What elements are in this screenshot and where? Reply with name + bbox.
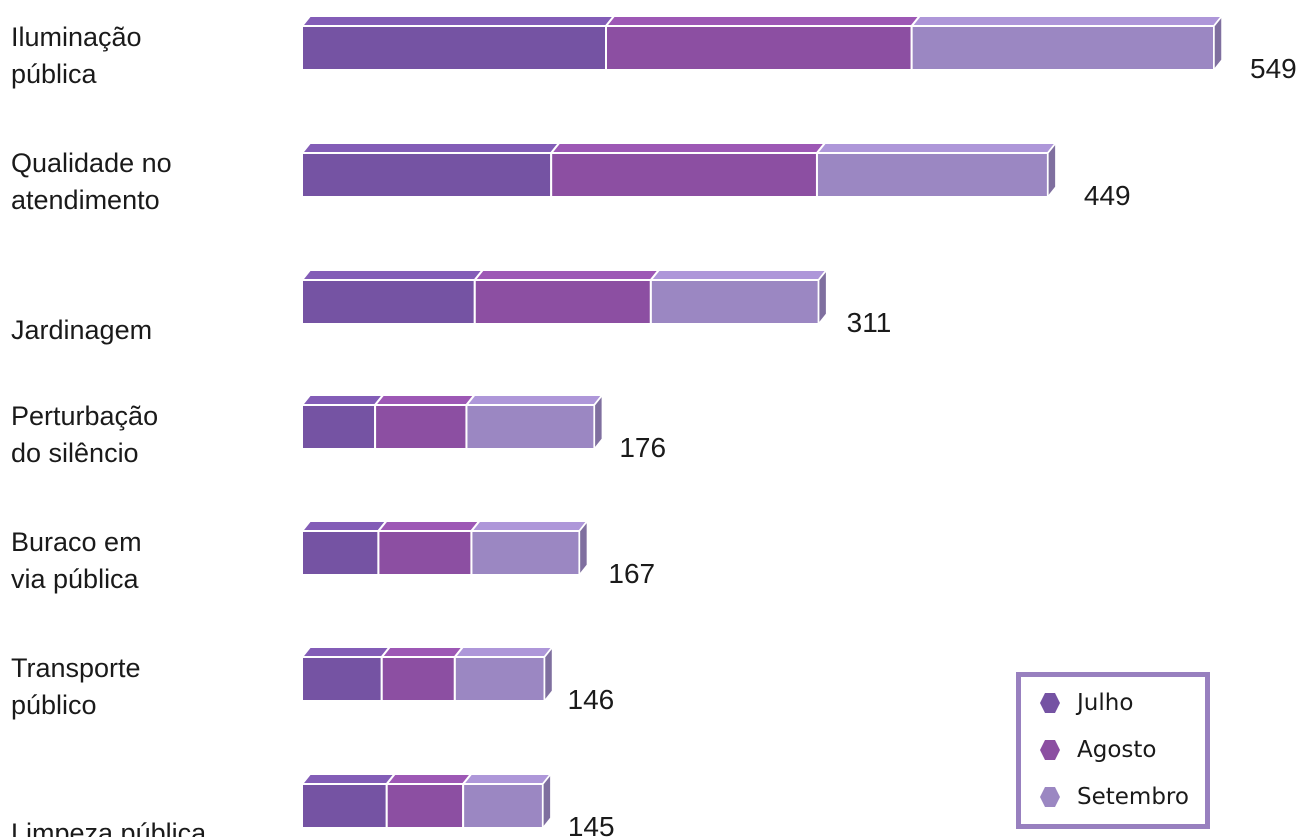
bar-end-3 [593,392,604,452]
bar-segment-3-1 [374,404,468,450]
bar-segment-6-2 [462,783,544,829]
bar-top-4-0 [299,520,389,532]
category-label-6-0: Limpeza pública [11,818,207,837]
bar-segment-0-2 [910,25,1215,71]
total-label-4: 167 [608,558,655,589]
bar-top-0-1 [603,15,922,27]
total-label-1: 449 [1084,180,1131,211]
total-label-5: 146 [568,684,615,715]
category-label-3-0: Perturbação [11,401,158,431]
total-label-0: 549 [1250,53,1297,84]
bar-segment-1-2 [815,152,1049,198]
bar-segment-1-1 [550,152,818,198]
bar-segment-1-0 [301,152,553,198]
bar-end-6 [542,771,552,831]
bar-segment-6-1 [385,783,465,829]
legend-item-setembro: Setembro [1039,779,1189,815]
bar-top-3-2 [464,394,605,406]
bar-segment-0-1 [605,25,913,71]
bar-top-1-2 [814,142,1058,154]
legend-swatch-agosto [1040,740,1060,760]
category-label-2-0: Jardinagem [11,315,152,345]
bar-top-6-2 [461,773,553,785]
bar-top-1-0 [299,142,562,154]
legend-label-julho: Julho [1077,690,1134,716]
legend-label-setembro: Setembro [1077,784,1189,810]
category-label-0-0: Iluminação [11,22,142,52]
bar-segment-5-2 [453,656,546,702]
bar-end-5 [543,644,554,704]
category-label-1-1: atendimento [11,185,160,215]
bar-top-2-0 [299,269,485,281]
category-label-0-1: pública [11,59,98,89]
legend-item-julho: Julho [1039,685,1133,721]
bar-top-3-0 [299,394,386,406]
bar-segment-2-2 [649,279,820,325]
bar-top-4-1 [376,520,482,532]
bar-segment-4-1 [377,530,473,576]
bar-top-1-1 [549,142,828,154]
total-label-3: 176 [619,432,666,463]
bar-top-5-0 [299,646,392,658]
bar-top-6-1 [384,773,474,785]
legend-label-agosto: Agosto [1077,737,1157,763]
legend: Julho Agosto Setembro [1016,672,1210,829]
bar-top-5-1 [379,646,465,658]
category-label-4-1: via pública [11,564,140,594]
bar-segment-4-0 [301,530,380,576]
bar-segment-2-0 [301,279,476,325]
bar-top-2-2 [648,269,829,281]
bar-end-1 [1047,140,1057,200]
bar-segment-2-1 [473,279,652,325]
bar-segment-5-1 [380,656,456,702]
bar-end-2 [817,267,828,327]
bar-top-5-2 [452,646,555,658]
category-label-4-0: Buraco em [11,527,142,557]
legend-swatch-julho [1040,693,1060,713]
bar-segment-0-0 [301,25,607,71]
bar-top-3-1 [373,394,477,406]
bar-end-0 [1213,13,1223,73]
bar-segment-3-0 [301,404,377,450]
bar-top-0-0 [299,15,617,27]
bar-top-4-2 [469,520,590,532]
bar-segment-4-2 [470,530,581,576]
bar-top-6-0 [299,773,397,785]
bar-segment-5-0 [301,656,383,702]
bar-end-4 [578,518,589,578]
total-label-6: 145 [568,811,615,837]
category-label-1-0: Qualidade no [11,148,172,178]
bar-top-2-1 [472,269,661,281]
total-label-2: 311 [847,307,892,338]
legend-item-agosto: Agosto [1039,732,1156,768]
category-label-3-1: do silêncio [11,438,139,468]
bar-segment-6-0 [301,783,388,829]
bar-segment-3-2 [465,404,596,450]
legend-swatch-setembro [1040,787,1060,807]
bar-top-0-2 [909,15,1225,27]
category-label-5-0: Transporte [11,653,141,683]
category-label-5-1: público [11,690,97,720]
